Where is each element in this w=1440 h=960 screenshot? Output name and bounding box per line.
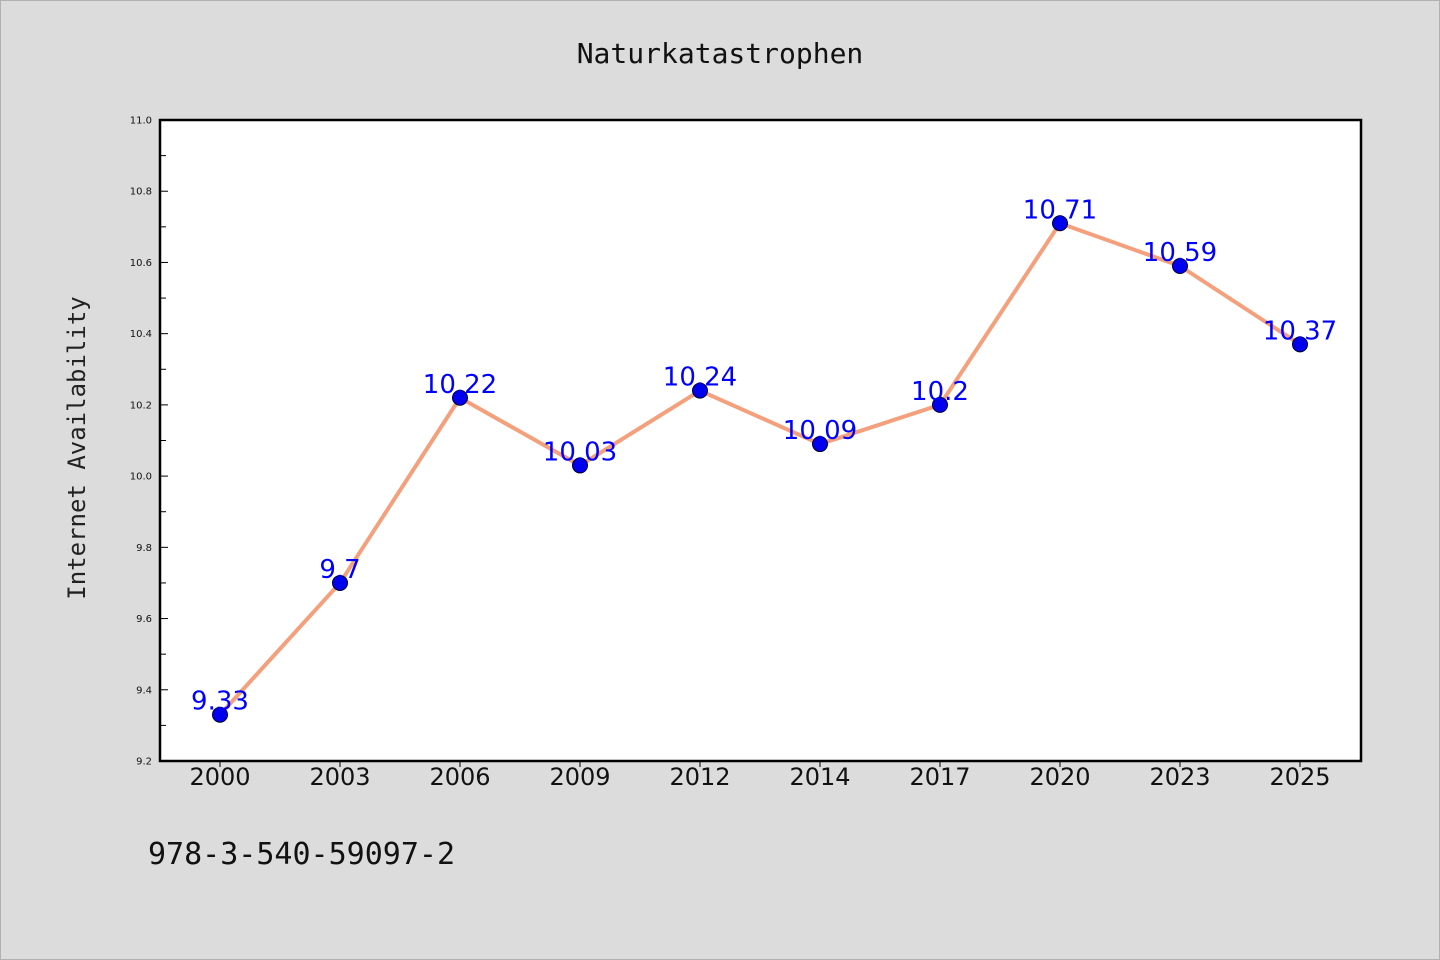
data-point	[812, 436, 828, 453]
x-tick-label: 2014	[789, 763, 850, 791]
data-point	[692, 382, 708, 399]
x-tick-label: 2017	[909, 763, 970, 791]
data-point	[332, 574, 348, 591]
data-label: 10.37	[1263, 316, 1337, 346]
data-point	[572, 457, 588, 474]
data-label: 10.24	[663, 363, 737, 393]
data-point	[1172, 258, 1188, 275]
data-label: 9.7	[319, 555, 360, 585]
y-tick-label: 10.0	[130, 472, 152, 483]
data-label: 10.2	[911, 377, 969, 407]
series-line	[218, 221, 1302, 717]
chart-title: Naturkatastrophen	[577, 37, 864, 70]
plot-area	[158, 118, 1363, 763]
y-tick-label: 9.4	[136, 685, 152, 696]
data-point	[452, 389, 468, 406]
y-axis-label: Internet Availability	[63, 296, 91, 599]
x-tick-label: 2023	[1149, 763, 1210, 791]
x-tick-label: 2000	[189, 763, 250, 791]
series-group: 9.33 9.7 10.22 10.03 10.24 10.09 10.2 10.71 10.5…	[191, 195, 1337, 723]
y-tick-label: 10.6	[130, 258, 152, 269]
y-tick-label: 11.0	[130, 116, 152, 127]
data-label: 10.09	[783, 416, 857, 446]
data-label: 10.22	[423, 370, 497, 400]
y-tick-label: 9.8	[136, 543, 152, 554]
x-tick-label: 2006	[429, 763, 490, 791]
x-tick-label: 2020	[1029, 763, 1090, 791]
y-tick-label: 10.2	[130, 400, 152, 411]
y-axis-ticks: 9.2 9.4 9.6 9.8 10.0 10.2 10.4 10.6 10.8 11.0	[130, 116, 168, 768]
data-point	[1292, 336, 1308, 353]
y-tick-label: 9.6	[136, 614, 152, 625]
data-point	[932, 396, 948, 413]
y-tick-label: 10.4	[130, 329, 152, 340]
x-axis-ticks: 2000 2003 2006 2009 2012 2014 2017 2020 2023 2025	[189, 761, 1331, 791]
data-label: 10.59	[1143, 238, 1217, 268]
data-label: 10.71	[1023, 195, 1097, 225]
data-label: 10.03	[543, 437, 617, 467]
footer-text: 978-3-540-59097-2	[148, 837, 455, 872]
x-tick-label: 2012	[669, 763, 730, 791]
y-tick-label: 10.8	[130, 187, 152, 198]
y-tick-label: 9.2	[136, 757, 152, 768]
x-tick-label: 2003	[309, 763, 370, 791]
x-tick-label: 2025	[1269, 763, 1330, 791]
x-tick-label: 2009	[549, 763, 610, 791]
data-point	[212, 706, 228, 723]
data-label: 9.33	[191, 687, 249, 717]
data-point	[1052, 215, 1068, 232]
